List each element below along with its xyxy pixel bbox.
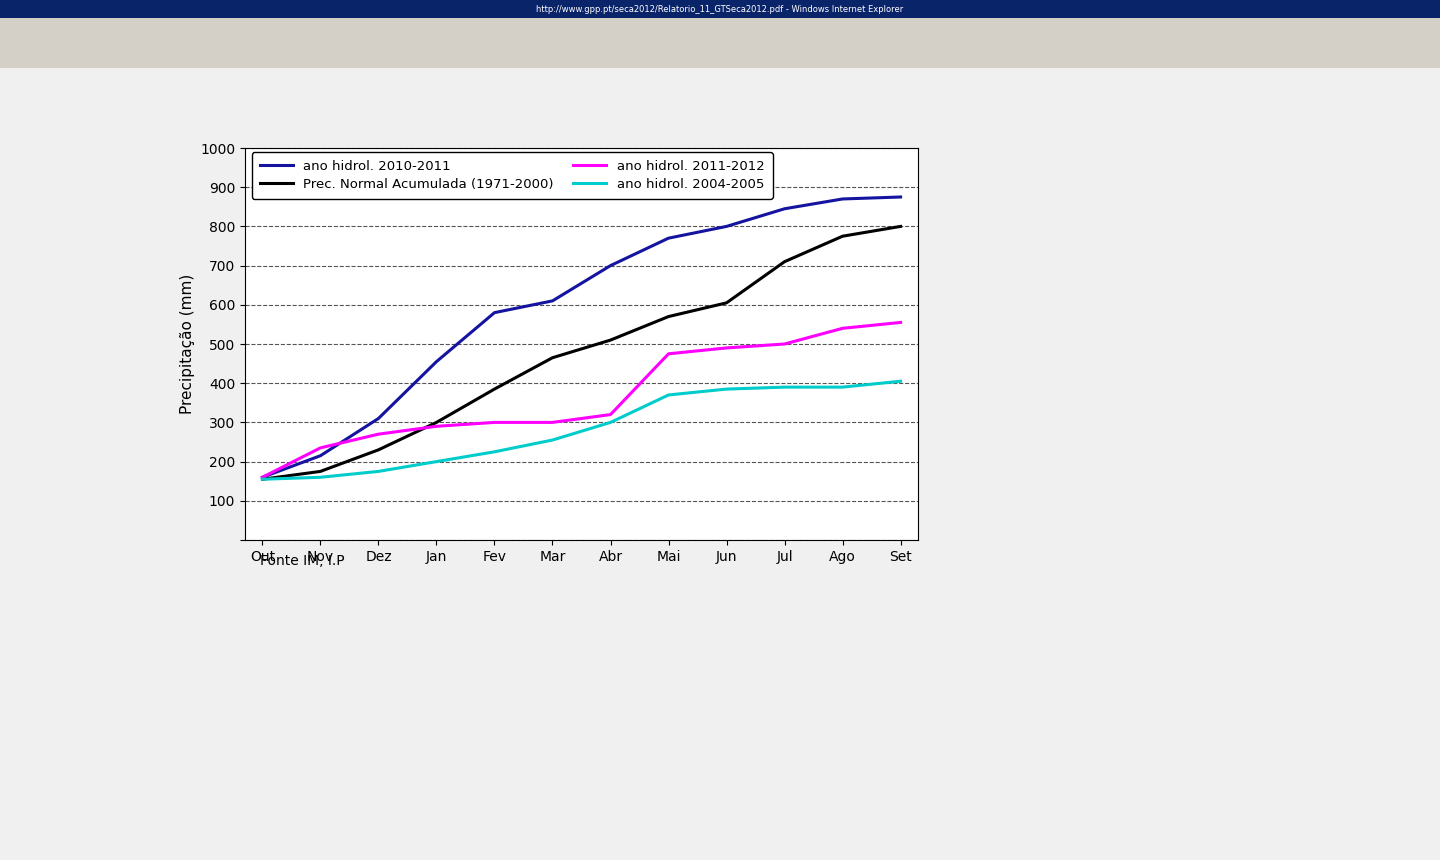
ano hidrol. 2010-2011 <box>312 451 330 461</box>
ano hidrol. 2004-2005 <box>602 417 619 427</box>
Line: Prec. Normal Acumulada (1971-2000): Prec. Normal Acumulada (1971-2000) <box>262 226 900 479</box>
ano hidrol. 2010-2011 <box>428 357 445 367</box>
ano hidrol. 2011-2012 <box>891 317 909 328</box>
ano hidrol. 2010-2011 <box>719 221 736 231</box>
ano hidrol. 2011-2012 <box>253 472 271 482</box>
ano hidrol. 2011-2012 <box>834 323 851 334</box>
ano hidrol. 2004-2005 <box>544 435 562 445</box>
Prec. Normal Acumulada (1971-2000) <box>602 335 619 345</box>
Legend: ano hidrol. 2010-2011, Prec. Normal Acumulada (1971-2000), ano hidrol. 2011-2012: ano hidrol. 2010-2011, Prec. Normal Acum… <box>252 152 773 199</box>
ano hidrol. 2004-2005 <box>370 466 387 476</box>
Text: http://www.gpp.pt/seca2012/Relatorio_11_GTSeca2012.pdf - Windows Internet Explor: http://www.gpp.pt/seca2012/Relatorio_11_… <box>536 4 904 14</box>
ano hidrol. 2010-2011 <box>602 261 619 271</box>
ano hidrol. 2004-2005 <box>485 446 503 457</box>
Prec. Normal Acumulada (1971-2000) <box>891 221 909 231</box>
ano hidrol. 2010-2011 <box>370 414 387 424</box>
ano hidrol. 2010-2011 <box>776 204 793 214</box>
Prec. Normal Acumulada (1971-2000) <box>312 466 330 476</box>
Prec. Normal Acumulada (1971-2000) <box>428 417 445 427</box>
ano hidrol. 2011-2012 <box>544 417 562 427</box>
ano hidrol. 2011-2012 <box>370 429 387 439</box>
ano hidrol. 2011-2012 <box>776 339 793 349</box>
ano hidrol. 2010-2011 <box>253 472 271 482</box>
ano hidrol. 2010-2011 <box>544 296 562 306</box>
ano hidrol. 2011-2012 <box>719 343 736 353</box>
Line: ano hidrol. 2010-2011: ano hidrol. 2010-2011 <box>262 197 900 477</box>
ano hidrol. 2010-2011 <box>660 233 677 243</box>
ano hidrol. 2004-2005 <box>719 384 736 394</box>
Text: Fonte IM, I.P: Fonte IM, I.P <box>261 554 344 568</box>
ano hidrol. 2004-2005 <box>891 376 909 386</box>
ano hidrol. 2011-2012 <box>660 348 677 359</box>
Prec. Normal Acumulada (1971-2000) <box>253 474 271 484</box>
Prec. Normal Acumulada (1971-2000) <box>776 256 793 267</box>
ano hidrol. 2011-2012 <box>312 443 330 453</box>
ano hidrol. 2010-2011 <box>485 308 503 318</box>
ano hidrol. 2011-2012 <box>602 409 619 420</box>
ano hidrol. 2010-2011 <box>834 194 851 204</box>
ano hidrol. 2004-2005 <box>312 472 330 482</box>
ano hidrol. 2011-2012 <box>485 417 503 427</box>
Prec. Normal Acumulada (1971-2000) <box>370 445 387 455</box>
Prec. Normal Acumulada (1971-2000) <box>719 298 736 308</box>
Prec. Normal Acumulada (1971-2000) <box>660 311 677 322</box>
Line: ano hidrol. 2011-2012: ano hidrol. 2011-2012 <box>262 322 900 477</box>
Prec. Normal Acumulada (1971-2000) <box>544 353 562 363</box>
ano hidrol. 2004-2005 <box>428 457 445 467</box>
ano hidrol. 2011-2012 <box>428 421 445 432</box>
ano hidrol. 2004-2005 <box>834 382 851 392</box>
Prec. Normal Acumulada (1971-2000) <box>485 384 503 394</box>
Prec. Normal Acumulada (1971-2000) <box>834 231 851 242</box>
ano hidrol. 2010-2011 <box>891 192 909 202</box>
ano hidrol. 2004-2005 <box>660 390 677 400</box>
Line: ano hidrol. 2004-2005: ano hidrol. 2004-2005 <box>262 381 900 479</box>
ano hidrol. 2004-2005 <box>253 474 271 484</box>
Y-axis label: Precipitação (mm): Precipitação (mm) <box>180 273 194 415</box>
ano hidrol. 2004-2005 <box>776 382 793 392</box>
